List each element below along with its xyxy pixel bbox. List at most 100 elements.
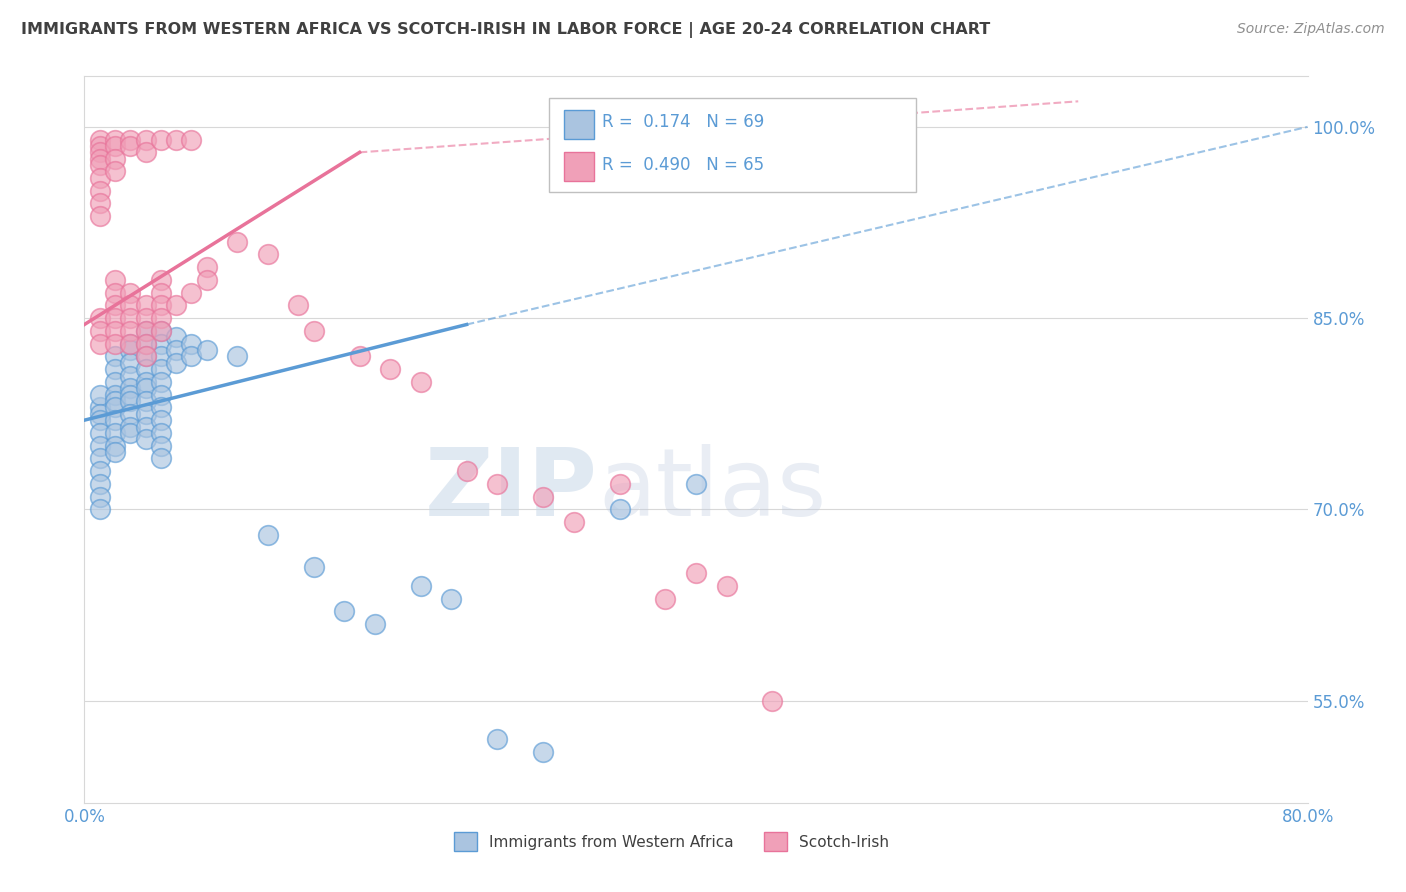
Point — [257, 247, 280, 261]
Point — [104, 139, 127, 153]
Point — [89, 139, 111, 153]
Point — [149, 298, 172, 312]
Point — [135, 350, 157, 364]
Text: ZIP: ZIP — [425, 444, 598, 536]
Point — [562, 515, 585, 529]
Point — [149, 413, 172, 427]
Point — [120, 285, 142, 300]
Point — [195, 273, 218, 287]
Point — [180, 336, 202, 351]
Point — [257, 528, 280, 542]
FancyBboxPatch shape — [564, 153, 595, 181]
Point — [120, 387, 142, 401]
Point — [120, 394, 142, 409]
Point — [716, 579, 738, 593]
Point — [180, 350, 202, 364]
Point — [135, 311, 157, 326]
Point — [226, 235, 249, 249]
Point — [609, 502, 631, 516]
Point — [120, 311, 142, 326]
Point — [149, 401, 172, 415]
Point — [89, 425, 111, 440]
Point — [149, 311, 172, 326]
Point — [135, 432, 157, 446]
Point — [135, 362, 157, 376]
Point — [486, 732, 509, 747]
Point — [89, 502, 111, 516]
Point — [89, 439, 111, 453]
Point — [120, 139, 142, 153]
Point — [120, 419, 142, 434]
Point — [89, 158, 111, 172]
Point — [135, 336, 157, 351]
Point — [89, 324, 111, 338]
FancyBboxPatch shape — [550, 97, 917, 192]
Point — [120, 381, 142, 395]
Point — [89, 387, 111, 401]
Point — [104, 375, 127, 389]
Point — [89, 152, 111, 166]
Point — [135, 132, 157, 146]
Point — [120, 356, 142, 370]
Point — [104, 152, 127, 166]
Point — [89, 336, 111, 351]
Point — [89, 209, 111, 223]
Point — [165, 132, 187, 146]
Point — [456, 464, 478, 478]
Point — [226, 350, 249, 364]
Point — [165, 356, 187, 370]
Point — [104, 425, 127, 440]
Point — [104, 350, 127, 364]
Point — [761, 694, 783, 708]
Point — [149, 285, 172, 300]
Point — [120, 407, 142, 421]
Point — [409, 579, 432, 593]
Point — [120, 336, 142, 351]
Point — [349, 350, 371, 364]
Point — [149, 132, 172, 146]
Point — [89, 477, 111, 491]
Point — [685, 566, 707, 581]
Point — [89, 407, 111, 421]
Point — [149, 375, 172, 389]
Point — [380, 362, 402, 376]
Point — [104, 401, 127, 415]
Point — [180, 285, 202, 300]
Point — [104, 387, 127, 401]
Point — [104, 336, 127, 351]
Point — [149, 273, 172, 287]
Point — [486, 477, 509, 491]
Point — [287, 298, 309, 312]
Point — [120, 336, 142, 351]
Point — [135, 375, 157, 389]
Point — [135, 298, 157, 312]
Point — [89, 413, 111, 427]
Text: IMMIGRANTS FROM WESTERN AFRICA VS SCOTCH-IRISH IN LABOR FORCE | AGE 20-24 CORREL: IMMIGRANTS FROM WESTERN AFRICA VS SCOTCH… — [21, 22, 990, 38]
Point — [89, 132, 111, 146]
Point — [195, 260, 218, 274]
Text: Source: ZipAtlas.com: Source: ZipAtlas.com — [1237, 22, 1385, 37]
Point — [89, 401, 111, 415]
Point — [120, 343, 142, 357]
Point — [104, 362, 127, 376]
Point — [135, 145, 157, 160]
Point — [120, 368, 142, 383]
Point — [104, 445, 127, 459]
Point — [104, 413, 127, 427]
Point — [89, 490, 111, 504]
Point — [135, 419, 157, 434]
Point — [104, 439, 127, 453]
Point — [149, 362, 172, 376]
Point — [89, 170, 111, 185]
Legend: Immigrants from Western Africa, Scotch-Irish: Immigrants from Western Africa, Scotch-I… — [447, 826, 896, 857]
Point — [364, 617, 387, 632]
Point — [135, 324, 157, 338]
Point — [149, 439, 172, 453]
Text: R =  0.490   N = 65: R = 0.490 N = 65 — [602, 155, 763, 174]
Point — [89, 184, 111, 198]
Point — [149, 324, 172, 338]
Point — [165, 343, 187, 357]
Point — [302, 324, 325, 338]
Point — [104, 164, 127, 178]
Text: atlas: atlas — [598, 444, 827, 536]
